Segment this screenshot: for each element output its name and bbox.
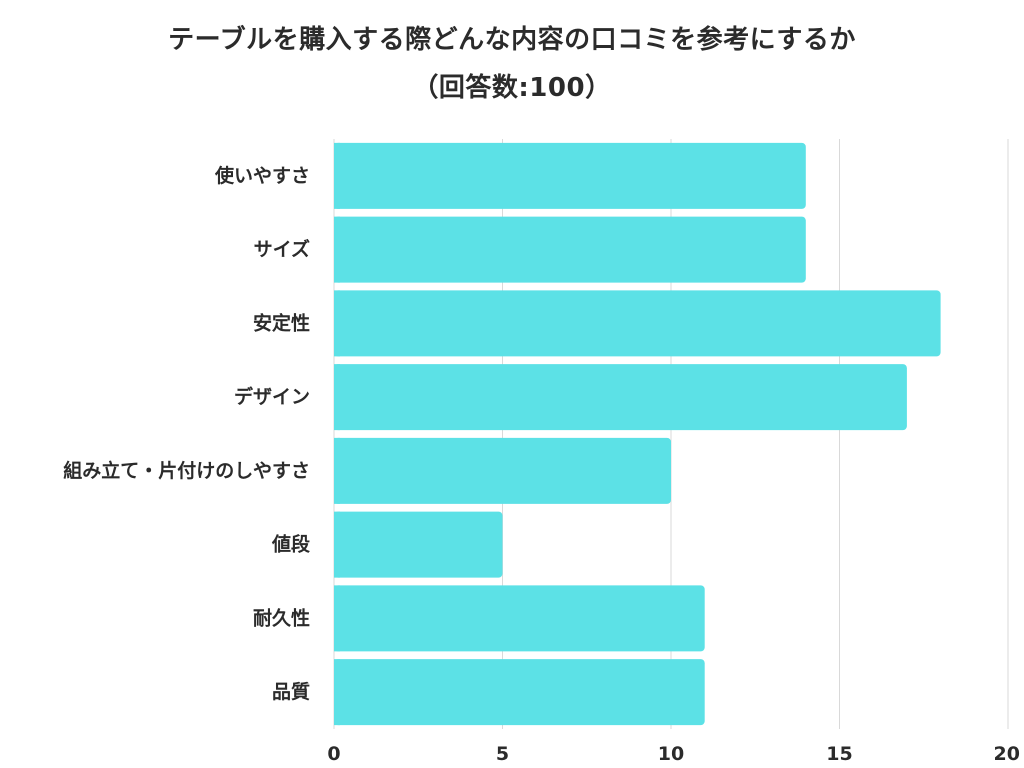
chart-title-line-2: （回答数:100） <box>412 73 612 103</box>
bar-1-base <box>334 142 340 209</box>
bar-1 <box>334 142 806 209</box>
chart-title: テーブルを購入する際どんな内容の口コミを参考にするか （回答数:100） <box>0 16 1024 112</box>
bar-7 <box>334 585 705 652</box>
category-label-8: 品質 <box>272 680 310 703</box>
bar-6 <box>334 511 503 578</box>
bar-8 <box>334 659 705 726</box>
bar-3 <box>334 290 941 357</box>
category-label-6: 値段 <box>271 533 311 556</box>
x-tick-label-0: 0 <box>327 743 340 765</box>
bars <box>334 142 941 726</box>
category-label-2: サイズ <box>254 238 310 261</box>
bar-2 <box>334 216 806 283</box>
x-axis-tick-labels: 0 5 10 15 20 <box>327 743 1020 765</box>
category-label-4: デザイン <box>234 385 310 408</box>
category-label-3: 安定性 <box>253 311 310 334</box>
bar-7-base <box>334 585 340 652</box>
x-tick-label-20: 20 <box>994 743 1020 765</box>
category-label-7: 耐久性 <box>253 606 310 629</box>
x-tick-label-5: 5 <box>496 743 509 765</box>
x-tick-label-15: 15 <box>826 743 852 765</box>
bar-5-base <box>334 437 340 504</box>
bar-5 <box>334 437 671 504</box>
bar-6-base <box>334 511 340 578</box>
chart-title-line-1: テーブルを購入する際どんな内容の口コミを参考にするか <box>168 25 856 55</box>
bar-3-base <box>334 290 340 357</box>
bar-4 <box>334 364 907 431</box>
bar-4-base <box>334 364 340 431</box>
category-label-1: 使いやすさ <box>214 165 310 187</box>
category-label-5: 組み立て・片付けのしやすさ <box>63 459 310 482</box>
bar-8-base <box>334 659 340 726</box>
bar-2-base <box>334 216 340 283</box>
x-tick-label-10: 10 <box>658 743 684 765</box>
